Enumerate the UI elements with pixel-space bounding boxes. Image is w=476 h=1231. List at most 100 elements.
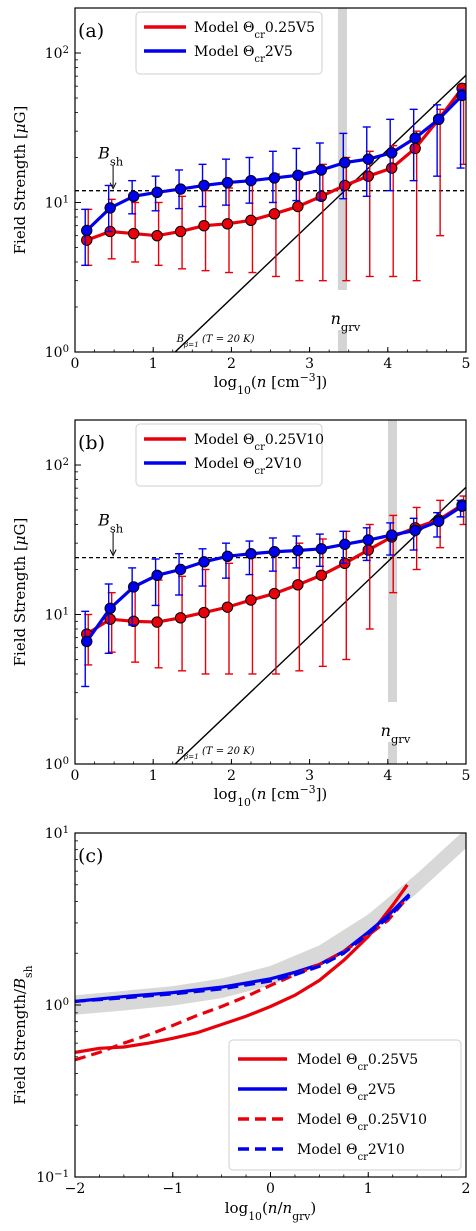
series-blue: [81, 499, 466, 688]
legend-entry: Model Θcr0.25V10: [194, 432, 324, 453]
data-point: [292, 579, 304, 591]
x-tick-label: 0: [266, 1181, 275, 1197]
data-point: [127, 615, 140, 628]
data-point: [292, 169, 304, 182]
data-point: [362, 534, 374, 546]
y-tick-label: 100: [45, 997, 69, 1015]
data-point: [315, 569, 328, 581]
data-point: [104, 602, 116, 615]
data-point: [174, 225, 187, 238]
x-tick-label: 0: [71, 768, 80, 784]
panel-c: Model Θcr0.25V5 Model Θcr2V5 Model Θcr0.25…: [11, 825, 470, 1223]
data-point: [268, 546, 281, 558]
x-tick-label: 3: [305, 356, 314, 372]
data-point: [127, 190, 140, 203]
data-point: [198, 219, 210, 232]
data-point: [245, 214, 257, 227]
legend: Model Θcr0.25V5 Model Θcr2V5 Model Θcr0.25…: [228, 1039, 462, 1171]
shock-field-label: Bsh: [97, 511, 124, 536]
shock-field-label: Bsh: [97, 144, 124, 169]
y-tick-label: 101: [45, 194, 69, 212]
data-point: [127, 581, 140, 593]
plot-area: [75, 420, 466, 764]
y-tick-label: 10−1: [36, 1169, 69, 1187]
data-point: [174, 612, 187, 624]
data-point: [362, 170, 374, 182]
data-point: [432, 515, 445, 528]
series-blue: [81, 88, 466, 267]
x-tick-label: 4: [383, 356, 392, 372]
y-axis-label: Field Strength [μG]: [11, 106, 29, 255]
legend-entry: Model Θcr2V5: [297, 1082, 396, 1103]
data-point: [151, 616, 163, 628]
data-point: [221, 176, 234, 189]
data-point: [151, 229, 163, 242]
y-tick-label: 100: [45, 756, 69, 774]
data-point: [315, 164, 328, 176]
shock-arrow-head: [109, 182, 117, 190]
data-point: [386, 162, 398, 174]
data-point: [198, 606, 210, 619]
data-point: [151, 569, 163, 581]
x-tick-label: 5: [462, 356, 471, 372]
legend-entry: Model Θcr2V5: [194, 44, 293, 65]
legend-entry: Model Θcr2V10: [297, 1142, 405, 1163]
data-point: [432, 113, 445, 126]
series-line: [85, 503, 463, 636]
beta-one-line: [174, 74, 466, 352]
legend-box: [228, 1039, 462, 1171]
y-axis-label: Field Strength/Bsh: [11, 965, 35, 1104]
legend-entry: Model Θcr0.25V5: [297, 1052, 418, 1073]
series-red: [81, 82, 466, 282]
legend-entry: Model Θcr0.25V5: [194, 20, 315, 41]
data-point: [174, 183, 187, 195]
shock-arrow-head: [109, 549, 117, 557]
panel-label: (c): [78, 845, 103, 867]
data-point: [198, 179, 210, 192]
x-tick-label: 1: [364, 1181, 373, 1197]
y-tick-label: 102: [45, 457, 69, 475]
data-point: [151, 186, 163, 199]
data-point: [268, 172, 281, 184]
x-tick-label: −2: [65, 1181, 86, 1197]
x-tick-label: 3: [305, 768, 314, 784]
data-point: [127, 227, 140, 240]
data-point: [81, 635, 93, 648]
data-point: [292, 200, 304, 213]
x-axis-label: log10(n [cm−3]): [214, 783, 328, 809]
beta-line-label: Bβ=1 (T = 20 K): [176, 746, 255, 761]
panel-label: (b): [78, 432, 105, 454]
y-tick-label: 101: [45, 606, 69, 624]
series-line: [75, 894, 411, 1003]
plot-area: [75, 8, 466, 352]
x-axis-label: log10(n/ngrv): [225, 1199, 317, 1223]
x-tick-label: 4: [383, 768, 392, 784]
data-point: [245, 594, 257, 606]
data-point: [409, 132, 421, 144]
data-point: [198, 556, 210, 568]
legend: Model Θcr0.25V5 Model Θcr2V5: [135, 11, 323, 75]
data-point: [245, 174, 257, 187]
x-tick-label: 2: [227, 356, 236, 372]
data-point: [386, 147, 398, 159]
x-tick-label: −1: [162, 1181, 183, 1197]
data-point: [339, 156, 351, 169]
data-point: [456, 500, 466, 512]
data-point: [81, 224, 93, 237]
data-point: [339, 538, 351, 550]
data-point: [339, 179, 351, 192]
data-point: [362, 153, 374, 165]
data-point: [221, 218, 234, 230]
data-point: [221, 550, 234, 563]
data-point: [315, 543, 328, 555]
data-point: [292, 544, 304, 557]
x-tick-label: 2: [462, 1181, 471, 1197]
legend-entry: Model Θcr2V10: [194, 456, 302, 477]
x-axis-label: log10(n [cm−3]): [214, 371, 328, 397]
data-point: [104, 202, 116, 214]
data-point: [409, 524, 421, 537]
series-line: [75, 883, 409, 1054]
data-point: [81, 234, 93, 246]
